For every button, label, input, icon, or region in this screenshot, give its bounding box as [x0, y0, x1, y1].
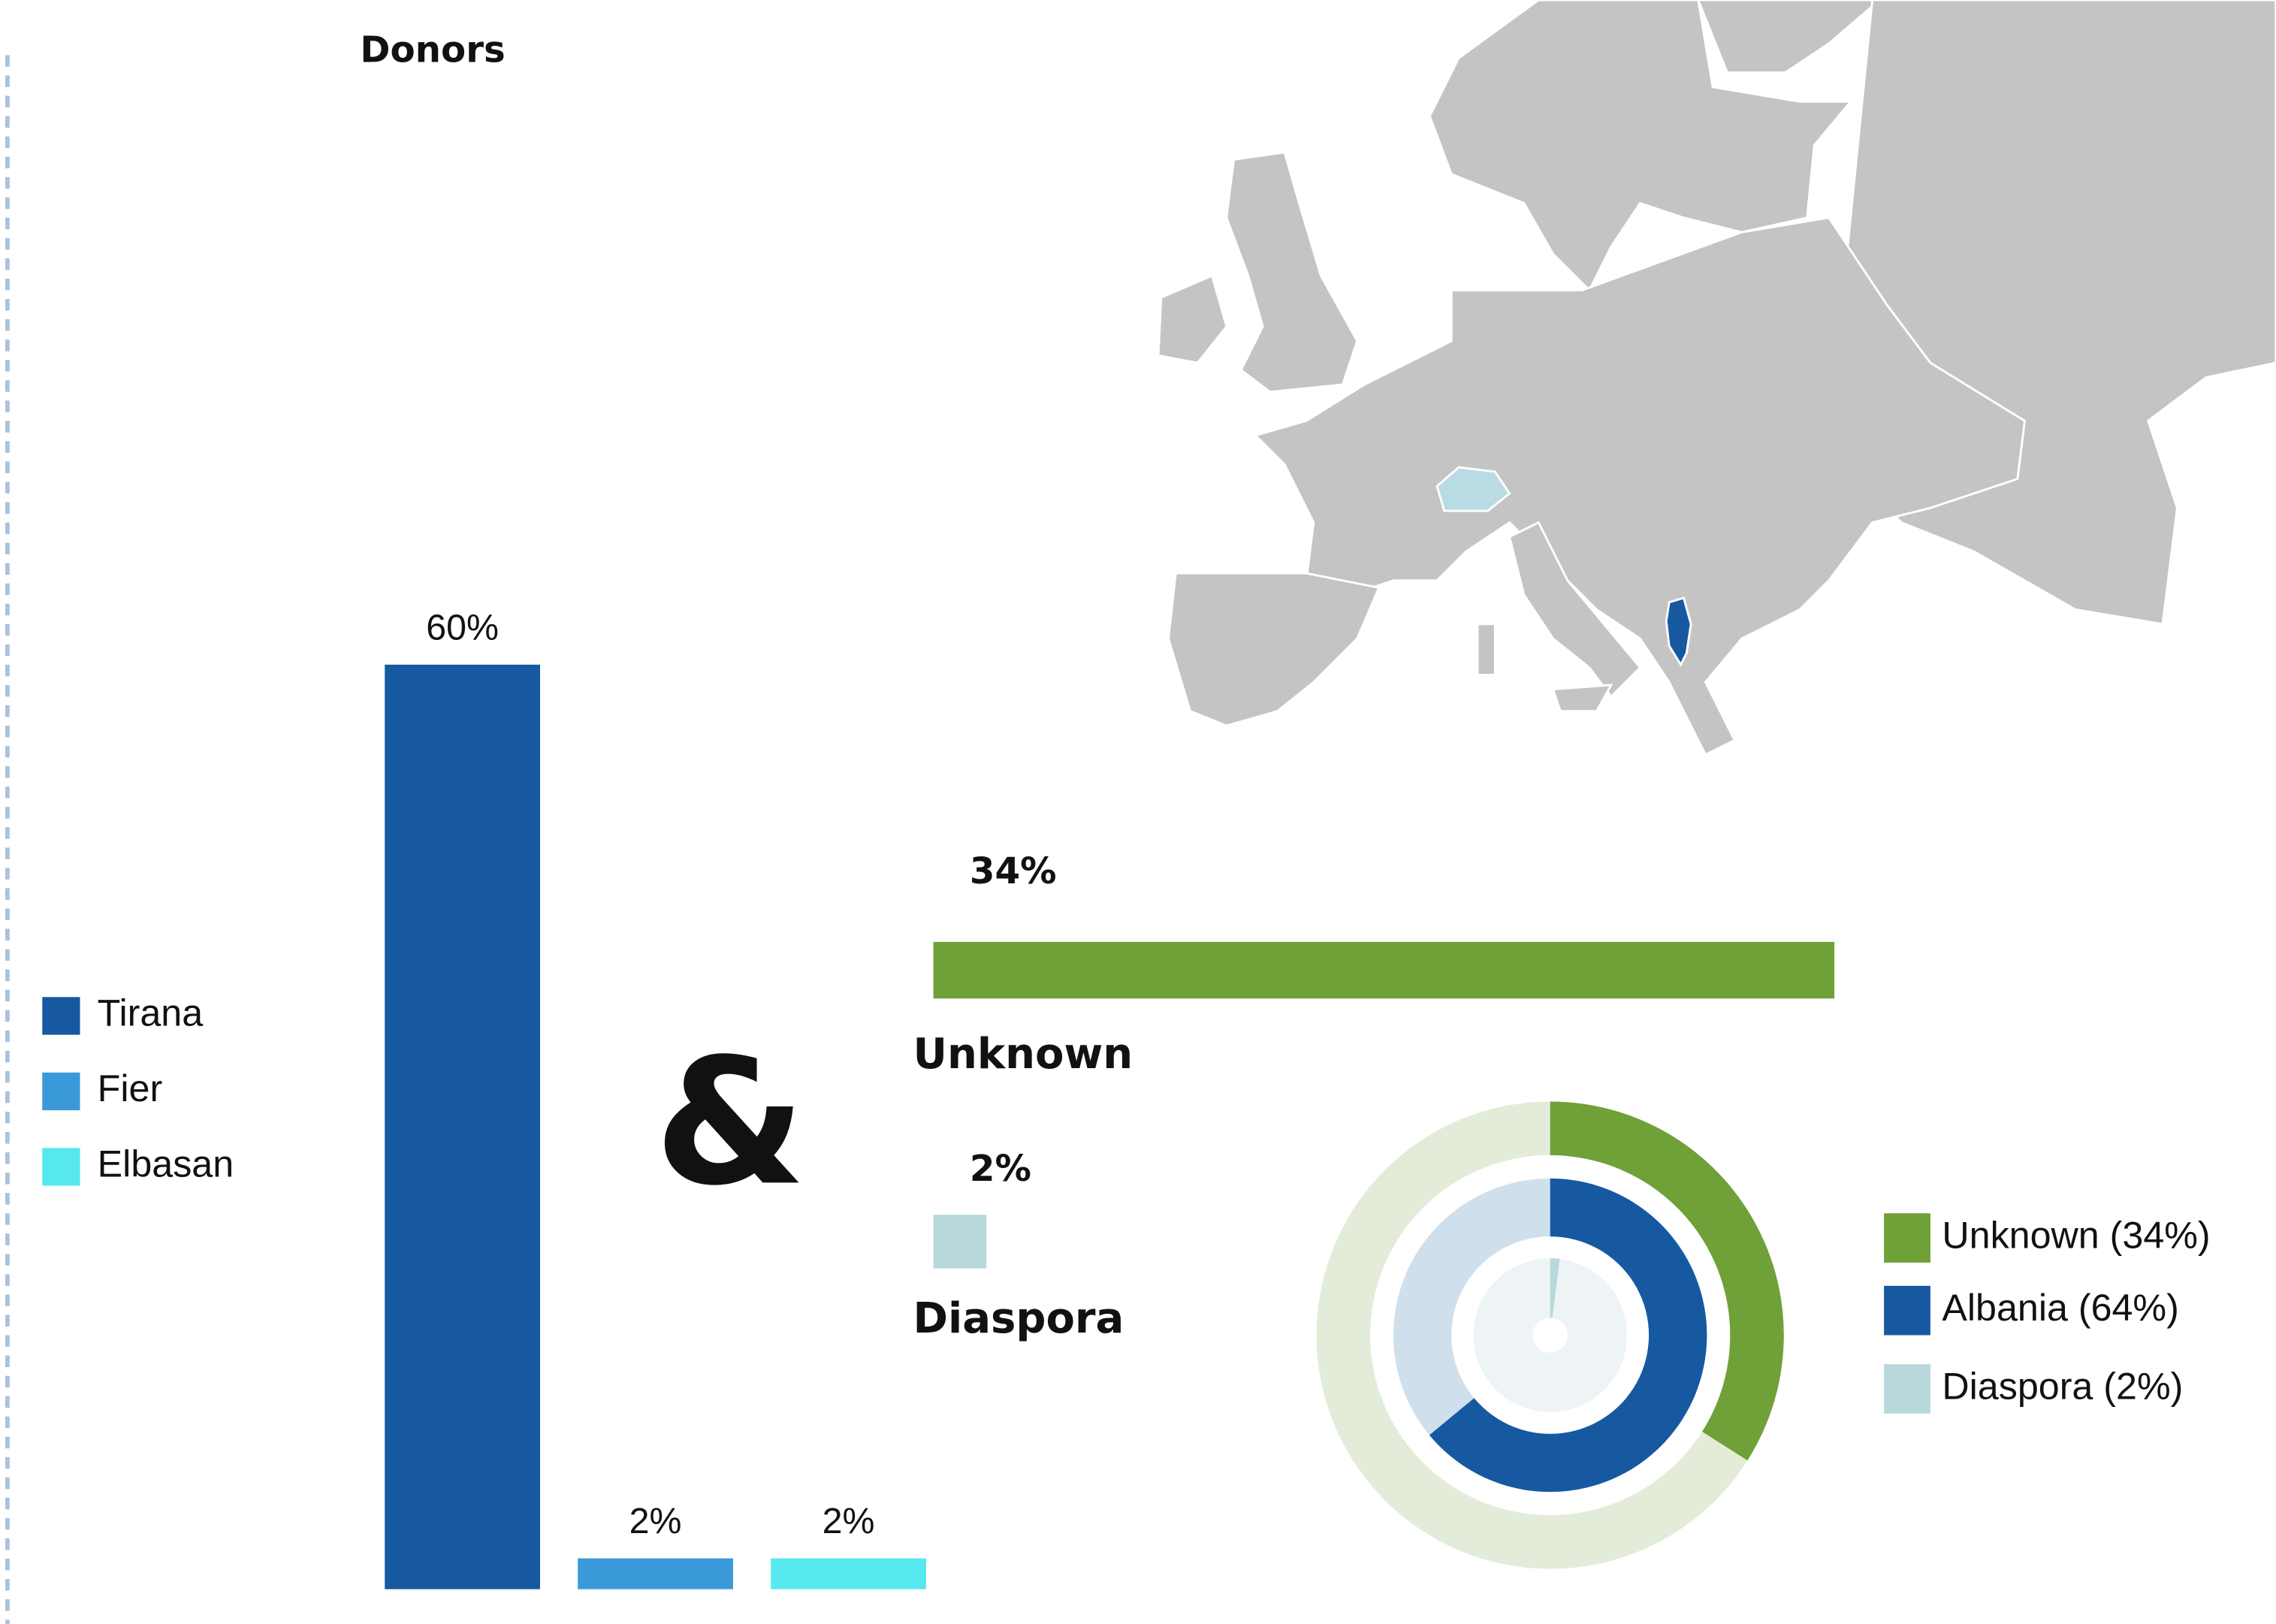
- sardinia: [1476, 623, 1496, 676]
- value-label: 2%: [823, 1501, 875, 1541]
- legend-swatch: [42, 1148, 80, 1186]
- value-label: 60%: [426, 607, 499, 647]
- category-label: Diaspora: [913, 1294, 1124, 1343]
- bar: [771, 1558, 926, 1589]
- legend-label: Tirana: [98, 992, 204, 1034]
- iberia: [1167, 572, 1381, 727]
- ring-arc: [1550, 1101, 1784, 1461]
- legend-swatch: [1884, 1213, 1930, 1263]
- ireland: [1157, 274, 1228, 364]
- legend-label: Unknown (34%): [1942, 1214, 2210, 1256]
- category-label: Unknown: [913, 1030, 1133, 1079]
- value-label: 2%: [970, 1148, 1031, 1190]
- legend-label: Diaspora (2%): [1942, 1365, 2183, 1407]
- separator: &: [654, 1021, 806, 1224]
- legend-swatch: [42, 1072, 80, 1111]
- bar: [578, 1558, 733, 1589]
- legend-label: Albania (64%): [1942, 1287, 2178, 1329]
- ring-arc: [1550, 1258, 1560, 1318]
- value-label: 34%: [970, 850, 1057, 892]
- scandinavia: [1428, 0, 1853, 292]
- bar: [933, 941, 1835, 999]
- value-label: 2%: [629, 1501, 682, 1541]
- great-britain: [1225, 151, 1359, 394]
- albania: [1665, 596, 1692, 667]
- legend-label: Elbasan: [98, 1143, 234, 1185]
- ring-arc: [1429, 1178, 1707, 1493]
- legend-swatch: [1884, 1285, 1930, 1336]
- finland: [1697, 0, 1882, 74]
- europe-map: [1157, 0, 2276, 756]
- russia: [1828, 0, 2276, 626]
- bar: [933, 1215, 987, 1269]
- legend-label: Fier: [98, 1067, 163, 1109]
- switzerland: [1435, 466, 1511, 512]
- legend-swatch: [42, 997, 80, 1035]
- italy: [1508, 521, 1642, 699]
- sicily: [1551, 684, 1613, 713]
- bar: [385, 664, 540, 1589]
- legend-swatch: [1884, 1364, 1930, 1414]
- chart-title: Donors: [360, 29, 505, 71]
